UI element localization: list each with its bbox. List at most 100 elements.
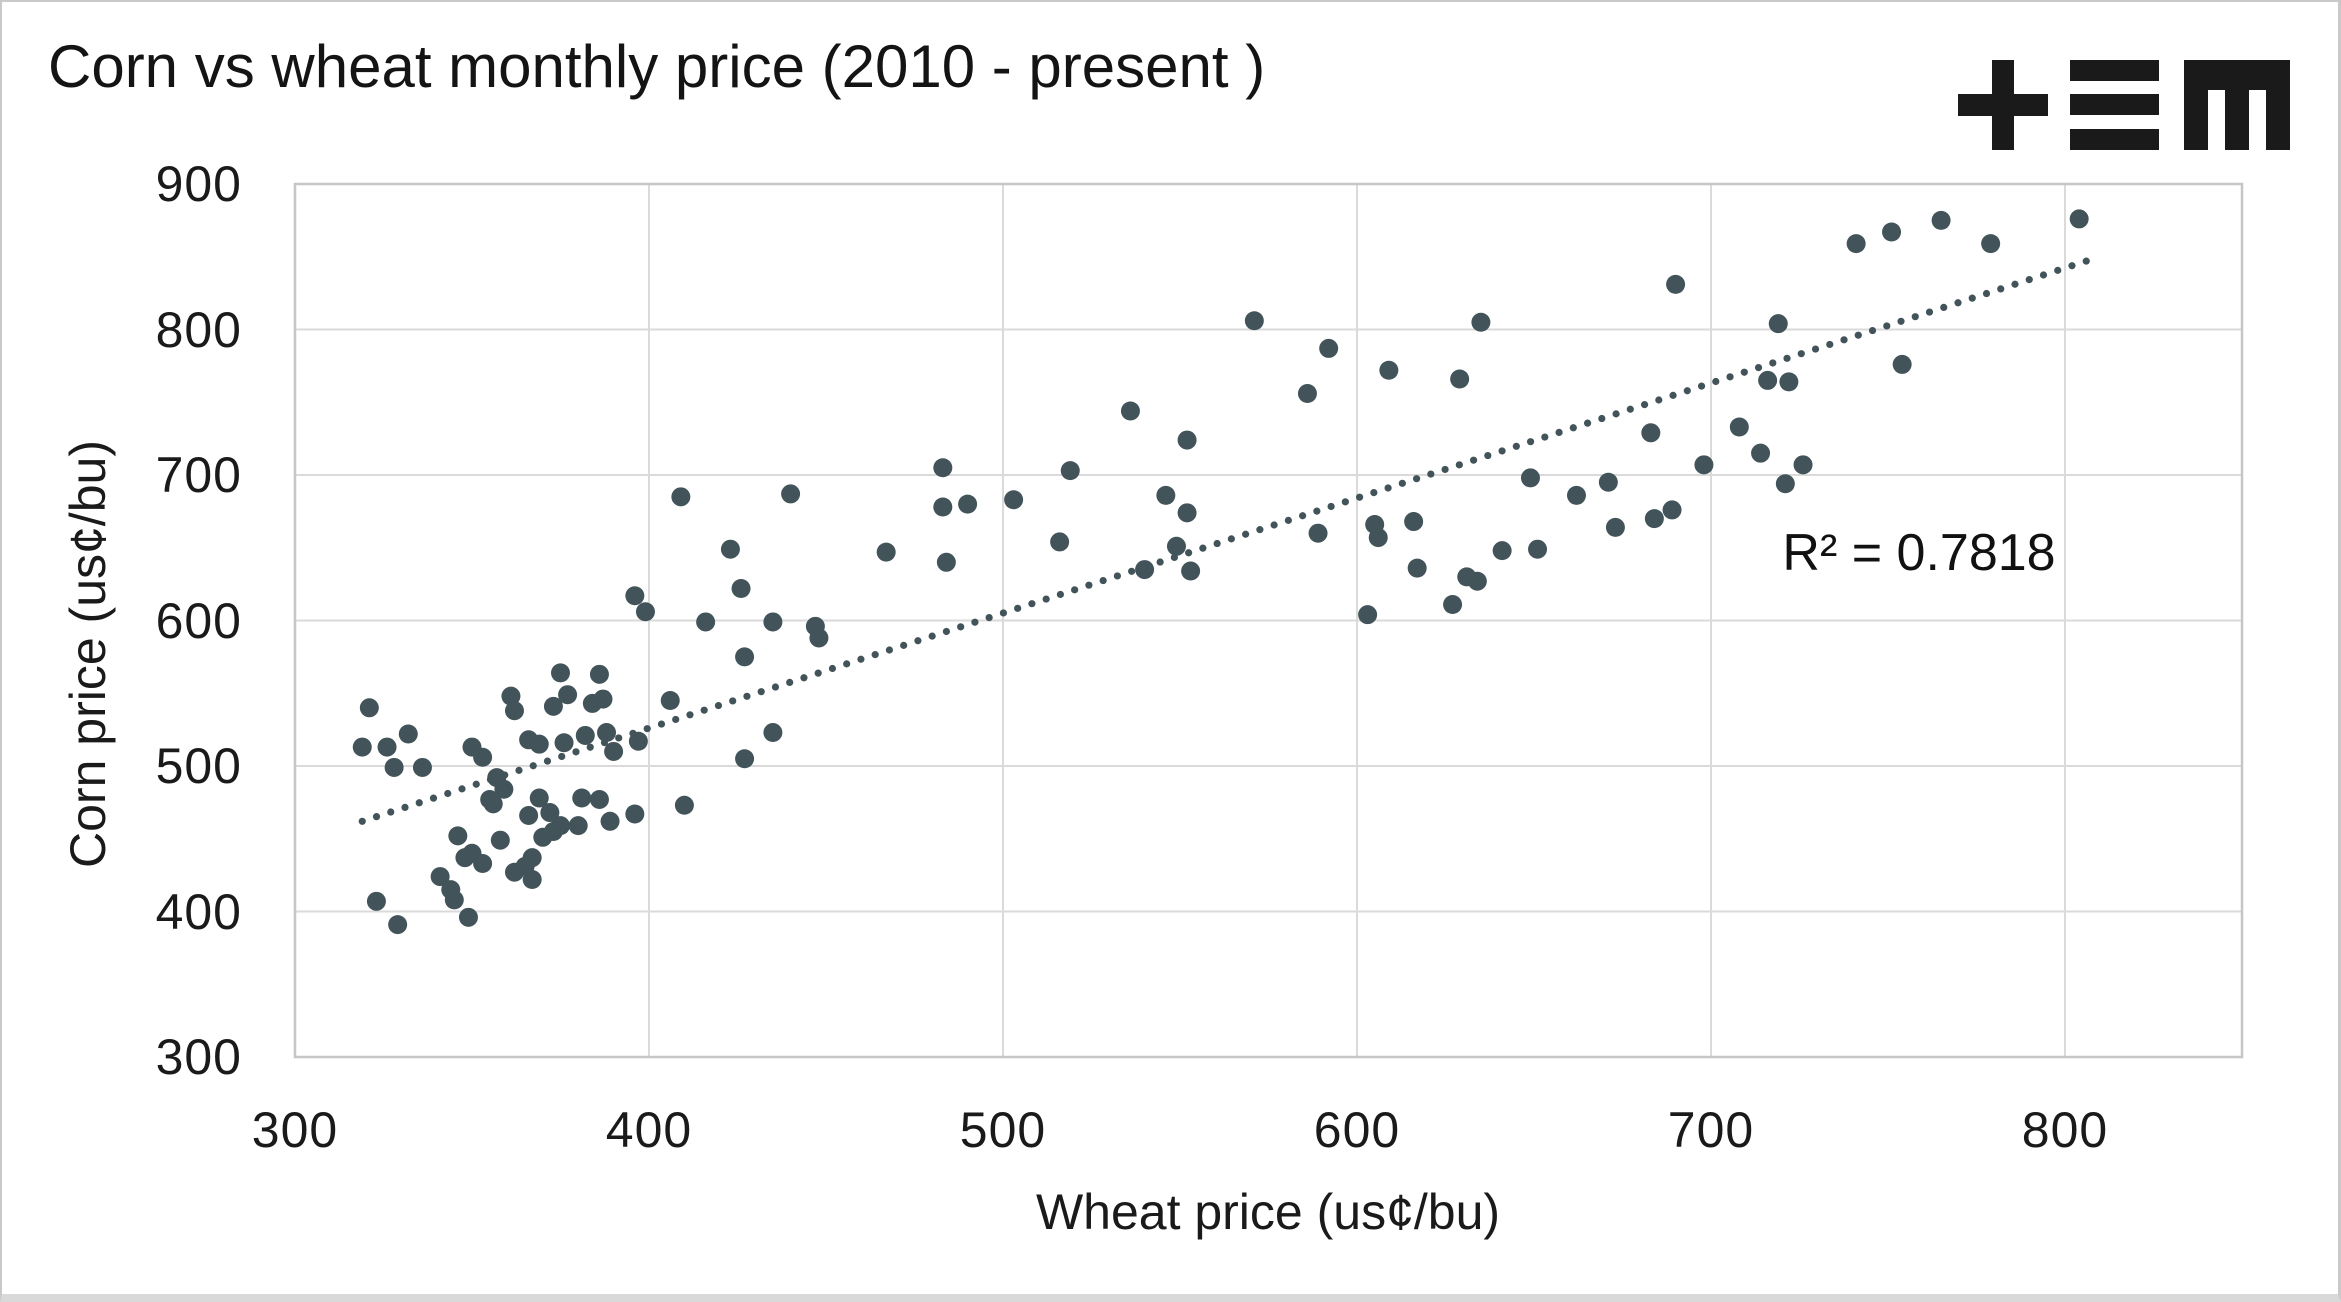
scatter-point	[568, 816, 588, 836]
trendline-dot	[1227, 535, 1235, 543]
scatter-point	[572, 788, 592, 808]
trendline-dot	[729, 697, 737, 705]
trendline-dot	[1185, 549, 1193, 557]
scatter-point	[1181, 561, 1201, 581]
scatter-point	[366, 891, 386, 911]
scatter-point	[494, 779, 514, 799]
trendline-dot	[472, 780, 480, 788]
scatter-point	[589, 789, 609, 809]
scatter-point	[731, 578, 751, 598]
y-axis-label: Corn price (us¢/bu)	[60, 440, 116, 868]
trendline-dot	[1954, 299, 1962, 307]
trendline-dot	[843, 660, 851, 668]
trendline-dot	[1199, 544, 1207, 552]
scatter-point	[1846, 234, 1866, 254]
scatter-point	[1060, 461, 1080, 481]
trendline-dot	[358, 817, 366, 825]
scatter-point	[1050, 532, 1070, 552]
trendline-dot	[1726, 373, 1734, 381]
trendline-dot	[1242, 530, 1250, 538]
scatter-point	[1379, 360, 1399, 380]
trendline-dot	[2082, 257, 2090, 265]
trendline-dot	[1427, 470, 1435, 478]
scatter-point	[597, 723, 617, 743]
scatter-point	[522, 848, 542, 868]
scatter-point	[735, 749, 755, 769]
trendline-dot	[1128, 567, 1136, 575]
trendline-dot	[515, 766, 523, 774]
scatter-point	[876, 542, 896, 562]
trendline-dot	[1811, 345, 1820, 353]
scatter-point	[933, 497, 953, 517]
scatter-point	[1768, 314, 1788, 334]
trendline-dot	[1469, 456, 1478, 464]
trendline-dot	[1940, 303, 1948, 312]
scatter-point	[352, 737, 372, 757]
trendline-dot	[558, 752, 566, 761]
trendline-dot	[1925, 308, 1934, 316]
trendline-dot	[686, 711, 694, 719]
trendline-dot	[372, 813, 381, 821]
scatter-point	[398, 724, 418, 744]
scatter-point	[635, 602, 655, 622]
scatter-point	[1605, 517, 1625, 537]
trendline-dot	[1327, 502, 1335, 511]
trendline-dot	[2039, 271, 2048, 279]
trendline-dot	[1797, 350, 1805, 358]
scatter-point	[1892, 354, 1912, 374]
trendline-dot	[1968, 294, 1976, 302]
trendline-dot	[643, 725, 651, 733]
scatter-point	[529, 734, 549, 754]
y-tick-label: 400	[155, 883, 242, 940]
scatter-point	[763, 723, 783, 743]
scatter-point	[1528, 539, 1548, 559]
trendline-dot	[828, 664, 837, 673]
trendline-dot	[1612, 410, 1620, 418]
scatter-point	[1492, 541, 1512, 561]
scatter-point	[1751, 443, 1771, 463]
trendline-dot	[1769, 359, 1777, 367]
scatter-point	[671, 487, 691, 507]
trendline-dot	[1113, 572, 1121, 580]
trendline-dot	[1555, 428, 1563, 437]
trendline-dot	[1840, 336, 1848, 344]
trendline-dot	[1640, 401, 1649, 409]
scatter-point	[1694, 455, 1714, 475]
trendline-dot	[1498, 447, 1506, 455]
x-tick-label: 700	[1667, 1102, 1755, 1158]
scatter-point	[1166, 536, 1186, 556]
trendline-dot	[401, 803, 409, 812]
scatter-point	[1729, 417, 1749, 437]
scatter-point	[1135, 560, 1155, 580]
trendline-dot	[458, 785, 466, 793]
scatter-point	[412, 757, 432, 777]
trendline-dot	[1740, 368, 1748, 376]
trendline-dot	[529, 762, 537, 770]
trendline-dot	[928, 632, 936, 640]
chart-title: Corn vs wheat monthly price (2010 - pres…	[48, 33, 1266, 100]
trendline-dot	[971, 618, 979, 626]
trendline-dot	[1626, 405, 1634, 413]
trendline-dot	[900, 641, 908, 649]
scatter-point	[430, 867, 450, 887]
trendline-dot	[1341, 498, 1349, 506]
scatter-point	[809, 628, 829, 648]
scatter-point	[1520, 468, 1540, 488]
plot-border	[293, 182, 2244, 1059]
trendline-dot	[1099, 576, 1107, 585]
scatter-point	[1443, 594, 1463, 614]
trendline-dot	[1398, 479, 1406, 487]
scatter-point	[735, 647, 755, 667]
scatter-point	[600, 811, 620, 831]
plus-icon	[1958, 60, 2048, 150]
trendline-dot	[743, 692, 751, 700]
x-axis-label: Wheat price (us¢/bu)	[1035, 1184, 1501, 1240]
scatter-point	[763, 612, 783, 632]
scatter-point	[377, 737, 397, 757]
m-glyph-icon	[2184, 60, 2290, 150]
scatter-point	[551, 816, 570, 836]
scatter-point	[1156, 485, 1176, 505]
scatter-point	[936, 552, 956, 572]
y-tick-label: 900	[155, 156, 242, 212]
trendline-dot	[1484, 451, 1492, 460]
